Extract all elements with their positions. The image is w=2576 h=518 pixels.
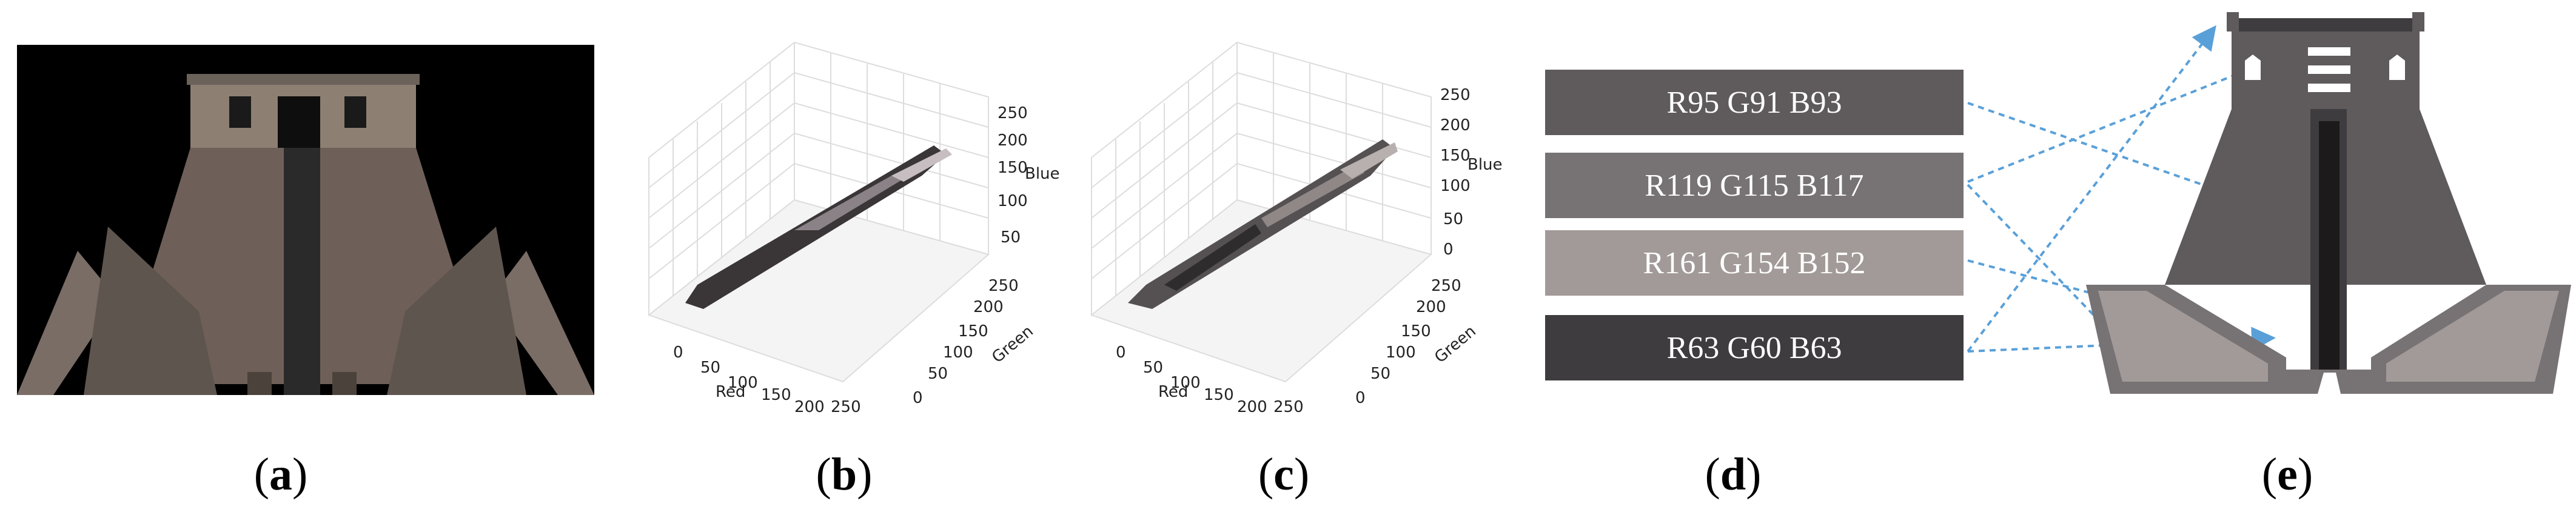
ytick-5: 250 (1431, 277, 1461, 295)
tower-schematic-e (2086, 12, 2571, 400)
swatch-1: R95 G91 B93 (1545, 70, 1964, 135)
window-icon (2389, 55, 2405, 80)
swatch-3: R161 G154 B152 (1545, 230, 1964, 296)
xtick-4: 200 (1237, 398, 1267, 416)
xtick-0: 0 (673, 344, 683, 362)
xlabel: Red (716, 383, 745, 401)
xtick-1: 50 (700, 359, 720, 377)
xlabel: Red (1158, 383, 1188, 401)
xtick-2: 100 (728, 374, 758, 392)
scatter-plot-b: 0 50 100 150 200 250 Red 0 50 100 150 20… (637, 24, 1061, 418)
ztick-4: 250 (998, 104, 1028, 122)
scatter-plot-c: 0 50 100 150 200 250 Red 0 50 100 150 20… (1079, 24, 1504, 418)
ytick-2: 100 (943, 344, 973, 362)
ztick-0: 50 (1001, 228, 1021, 247)
ytick-1: 50 (1370, 365, 1390, 383)
xtick-4: 200 (794, 398, 825, 416)
ytick-5: 250 (988, 277, 1019, 295)
ytick-2: 100 (1386, 344, 1416, 362)
zlabel: Blue (1025, 165, 1060, 183)
caption-e: (e) (2261, 449, 2313, 500)
xtick-5: 250 (831, 398, 861, 416)
ytick-3: 150 (1401, 322, 1431, 340)
ztick-1: 100 (998, 192, 1028, 210)
swatch-4: R63 G60 B63 (1545, 315, 1964, 380)
swatch-label: R161 G154 B152 (1643, 245, 1866, 281)
xtick-3: 150 (1204, 386, 1234, 404)
ztick-3: 150 (1440, 147, 1471, 165)
caption-c: (c) (1258, 449, 1310, 500)
xtick-3: 150 (761, 386, 791, 404)
xtick-5: 250 (1273, 398, 1304, 416)
swatch-label: R63 G60 B63 (1666, 330, 1842, 365)
swatch-label: R95 G91 B93 (1666, 85, 1842, 120)
ztick-4: 200 (1440, 116, 1471, 134)
ztick-3: 200 (998, 131, 1028, 150)
ztick-1: 50 (1443, 210, 1463, 228)
caption-b: (b) (816, 449, 873, 500)
ytick-4: 200 (973, 298, 1004, 316)
ytick-4: 200 (1416, 298, 1446, 316)
window-icon (2245, 55, 2261, 80)
caption-a: (a) (253, 449, 308, 500)
swatch-label: R119 G115 B117 (1645, 168, 1864, 203)
swatch-2: R119 G115 B117 (1545, 153, 1964, 218)
ytick-0: 0 (1355, 389, 1366, 407)
ztick-2: 100 (1440, 177, 1471, 195)
ztick-0: 0 (1443, 241, 1454, 259)
ytick-1: 50 (928, 365, 948, 383)
ytick-3: 150 (958, 322, 988, 340)
zlabel: Blue (1467, 156, 1503, 174)
ztick-5: 250 (1440, 86, 1471, 104)
gate-tower-photo (17, 45, 594, 395)
ytick-0: 0 (913, 389, 923, 407)
xtick-1: 50 (1143, 359, 1163, 377)
xtick-2: 100 (1170, 374, 1201, 392)
xtick-0: 0 (1116, 344, 1126, 362)
ztick-2: 150 (998, 159, 1028, 177)
photo-panel-a (17, 45, 594, 395)
caption-d: (d) (1705, 449, 1762, 500)
